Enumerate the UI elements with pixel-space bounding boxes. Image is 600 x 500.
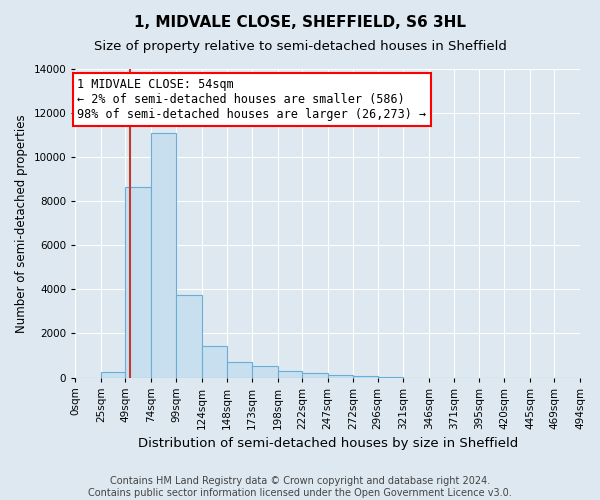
X-axis label: Distribution of semi-detached houses by size in Sheffield: Distribution of semi-detached houses by … [137,437,518,450]
Bar [353,376,378,378]
Text: 1, MIDVALE CLOSE, SHEFFIELD, S6 3HL: 1, MIDVALE CLOSE, SHEFFIELD, S6 3HL [134,15,466,30]
Bar [252,366,278,378]
Bar [176,295,202,378]
Text: 1 MIDVALE CLOSE: 54sqm
← 2% of semi-detached houses are smaller (586)
98% of sem: 1 MIDVALE CLOSE: 54sqm ← 2% of semi-deta… [77,78,427,121]
Bar [278,372,302,378]
Bar [151,133,176,378]
Bar [125,187,151,378]
Text: Contains HM Land Registry data © Crown copyright and database right 2024.
Contai: Contains HM Land Registry data © Crown c… [88,476,512,498]
Y-axis label: Number of semi-detached properties: Number of semi-detached properties [15,114,28,332]
Text: Size of property relative to semi-detached houses in Sheffield: Size of property relative to semi-detach… [94,40,506,53]
Bar [378,377,403,378]
Bar [101,372,125,378]
Bar [328,374,353,378]
Bar [302,373,328,378]
Bar [227,362,252,378]
Bar [202,346,227,378]
